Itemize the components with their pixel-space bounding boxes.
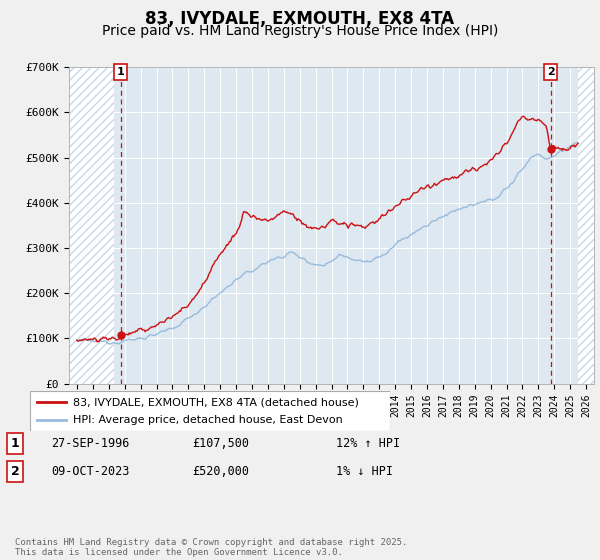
Text: 2: 2: [547, 67, 554, 77]
Polygon shape: [69, 67, 113, 384]
Text: £107,500: £107,500: [192, 437, 249, 450]
Text: 1: 1: [116, 67, 124, 77]
Text: 2: 2: [11, 465, 19, 478]
Text: 1: 1: [11, 437, 19, 450]
Text: Contains HM Land Registry data © Crown copyright and database right 2025.
This d: Contains HM Land Registry data © Crown c…: [15, 538, 407, 557]
Text: 12% ↑ HPI: 12% ↑ HPI: [336, 437, 400, 450]
Bar: [69, 67, 113, 384]
Text: 09-OCT-2023: 09-OCT-2023: [51, 465, 130, 478]
Polygon shape: [578, 67, 594, 384]
Text: 1% ↓ HPI: 1% ↓ HPI: [336, 465, 393, 478]
Text: 83, IVYDALE, EXMOUTH, EX8 4TA: 83, IVYDALE, EXMOUTH, EX8 4TA: [145, 10, 455, 27]
Text: HPI: Average price, detached house, East Devon: HPI: Average price, detached house, East…: [73, 415, 343, 425]
Text: 27-SEP-1996: 27-SEP-1996: [51, 437, 130, 450]
Text: Price paid vs. HM Land Registry's House Price Index (HPI): Price paid vs. HM Land Registry's House …: [102, 24, 498, 38]
Text: 83, IVYDALE, EXMOUTH, EX8 4TA (detached house): 83, IVYDALE, EXMOUTH, EX8 4TA (detached …: [73, 397, 359, 407]
FancyBboxPatch shape: [30, 391, 390, 431]
Text: £520,000: £520,000: [192, 465, 249, 478]
